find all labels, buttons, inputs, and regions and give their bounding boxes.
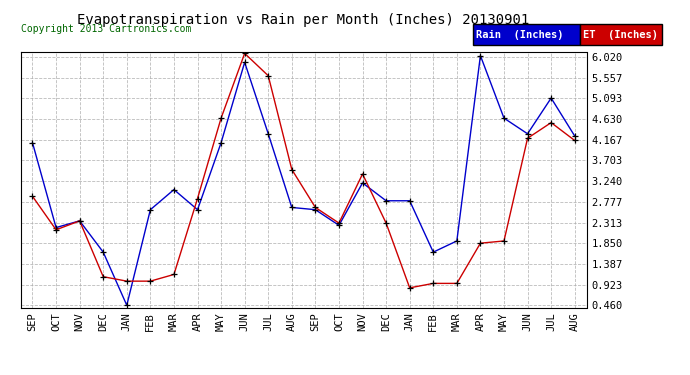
Text: Rain  (Inches): Rain (Inches) — [476, 30, 564, 40]
Text: Copyright 2013 Cartronics.com: Copyright 2013 Cartronics.com — [21, 24, 191, 34]
Text: ET  (Inches): ET (Inches) — [583, 30, 658, 40]
Text: Evapotranspiration vs Rain per Month (Inches) 20130901: Evapotranspiration vs Rain per Month (In… — [77, 13, 530, 27]
